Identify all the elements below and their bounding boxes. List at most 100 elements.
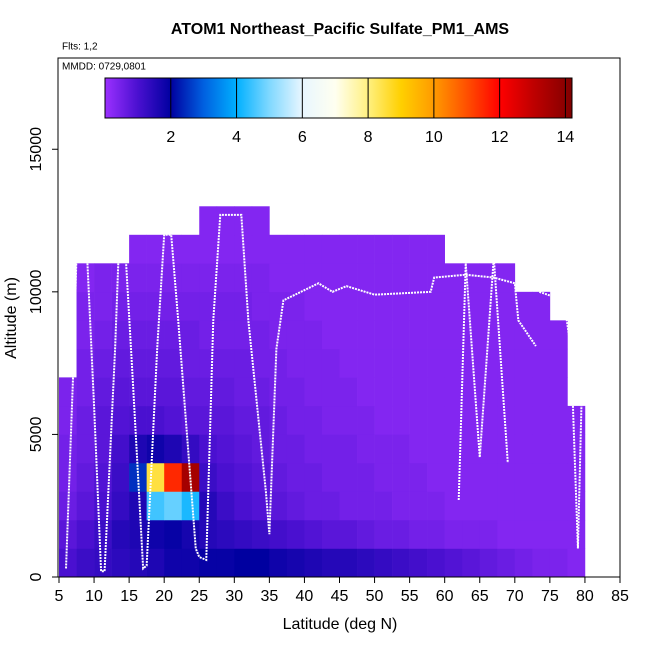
- heat-cell: [392, 348, 410, 378]
- heat-cell: [199, 377, 218, 407]
- heat-cell: [234, 548, 253, 578]
- heat-cell: [444, 263, 463, 293]
- heat-cell: [129, 377, 147, 407]
- heat-cell: [164, 405, 183, 435]
- y-tick-label: 15000: [28, 127, 45, 172]
- heat-cell: [94, 320, 112, 350]
- heat-cell: [304, 434, 323, 464]
- heat-cell: [479, 548, 498, 578]
- heat-cell: [269, 519, 288, 549]
- heat-cell: [111, 291, 130, 321]
- heat-cell: [409, 491, 428, 521]
- heat-cell: [76, 405, 95, 435]
- colorbar-tick-label: 12: [491, 129, 509, 146]
- heat-cell: [181, 434, 200, 464]
- heat-cell: [164, 234, 183, 264]
- heat-cell: [427, 434, 445, 464]
- heat-cell: [462, 320, 481, 350]
- heat-cell: [497, 320, 516, 350]
- heat-cell: [164, 519, 183, 549]
- heat-cell: [374, 548, 393, 578]
- heat-cell: [479, 291, 498, 321]
- heat-cell: [146, 291, 165, 321]
- heat-cell: [234, 263, 253, 293]
- x-tick-label: 50: [366, 588, 384, 605]
- heat-cell: [357, 519, 375, 549]
- heat-cell: [409, 548, 428, 578]
- heat-cell: [532, 491, 551, 521]
- heat-cell: [286, 548, 305, 578]
- heat-cell: [532, 291, 551, 321]
- heat-cell: [339, 377, 358, 407]
- heat-cell: [164, 320, 183, 350]
- heat-cell: [111, 491, 130, 521]
- heat-cell: [164, 462, 183, 492]
- heat-cell: [427, 291, 445, 321]
- heat-cell: [374, 491, 393, 521]
- heat-cell: [269, 405, 288, 435]
- heat-cell: [164, 263, 183, 293]
- chart-title: ATOM1 Northeast_Pacific Sulfate_PM1_AMS: [171, 21, 510, 38]
- heat-cell: [567, 405, 586, 435]
- heat-cell: [129, 434, 147, 464]
- heat-cell: [444, 405, 463, 435]
- heat-cell: [427, 234, 445, 264]
- heat-cell: [357, 320, 375, 350]
- heat-cell: [59, 462, 77, 492]
- heat-cell: [444, 434, 463, 464]
- heat-cell: [216, 263, 235, 293]
- heat-cell: [514, 462, 533, 492]
- heat-cell: [181, 263, 200, 293]
- heat-cell: [462, 434, 481, 464]
- heat-cell: [514, 491, 533, 521]
- heat-cell: [392, 548, 410, 578]
- heat-cell: [374, 405, 393, 435]
- heat-cell: [234, 405, 253, 435]
- heat-cell: [269, 462, 288, 492]
- heat-cell: [199, 462, 218, 492]
- heat-cell: [532, 405, 551, 435]
- heat-cell: [532, 519, 551, 549]
- heat-cell: [374, 519, 393, 549]
- heat-cell: [462, 291, 481, 321]
- heat-cell: [199, 206, 218, 236]
- heat-cell: [111, 434, 130, 464]
- heat-cell: [164, 291, 183, 321]
- heat-cell: [357, 377, 375, 407]
- heat-cell: [164, 548, 183, 578]
- heat-cell: [94, 462, 112, 492]
- x-tick-label: 15: [120, 588, 138, 605]
- heat-cell: [216, 405, 235, 435]
- heat-cell: [234, 206, 253, 236]
- heat-cell: [76, 291, 95, 321]
- heat-cell: [146, 234, 165, 264]
- heat-cell: [164, 491, 183, 521]
- heat-cell: [146, 320, 165, 350]
- heat-cell: [532, 320, 551, 350]
- heat-cell: [357, 491, 375, 521]
- heat-cell: [462, 405, 481, 435]
- heat-cell: [286, 405, 305, 435]
- heat-cell: [111, 548, 130, 578]
- heat-cell: [514, 405, 533, 435]
- heat-cell: [199, 263, 218, 293]
- heat-cell: [216, 320, 235, 350]
- heat-cell: [234, 320, 253, 350]
- heat-cell: [304, 348, 323, 378]
- heat-cell: [251, 263, 270, 293]
- heat-cell: [234, 491, 253, 521]
- heat-cell: [216, 519, 235, 549]
- heat-cell: [357, 291, 375, 321]
- heat-cell: [497, 519, 516, 549]
- heat-cell: [181, 519, 200, 549]
- heat-cell: [251, 234, 270, 264]
- heat-cell: [409, 434, 428, 464]
- heat-cell: [374, 291, 393, 321]
- heat-cell: [444, 348, 463, 378]
- heat-cell: [409, 291, 428, 321]
- y-tick-label: 10000: [28, 269, 45, 314]
- heat-cell: [216, 434, 235, 464]
- heat-cell: [444, 519, 463, 549]
- heat-cell: [427, 405, 445, 435]
